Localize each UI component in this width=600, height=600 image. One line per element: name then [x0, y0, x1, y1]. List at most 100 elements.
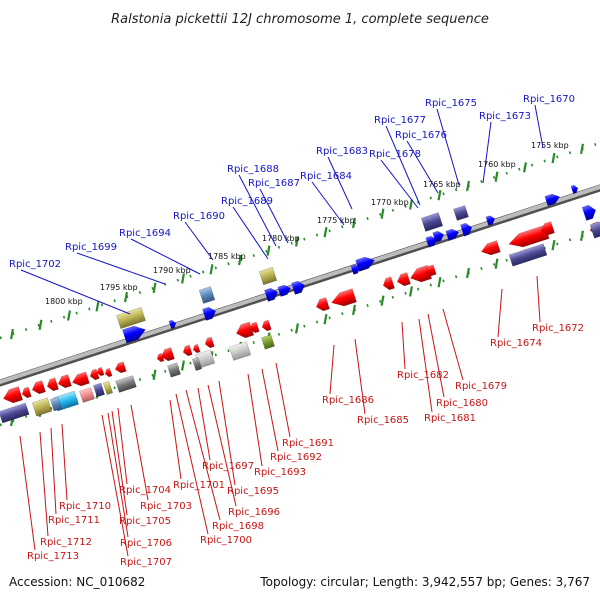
- gene-label-bottom: Rpic_1691: [282, 438, 334, 449]
- gene-arrow: [544, 193, 561, 207]
- gene-block-shape: [102, 381, 114, 395]
- scale-tick: [409, 199, 413, 210]
- leader-line: [111, 410, 128, 516]
- accession-label: Accession: NC_010682: [9, 575, 145, 589]
- gene-arrow-shape: [168, 319, 177, 330]
- gene-arrow-shape: [410, 264, 432, 283]
- leader-line: [50, 427, 57, 515]
- scale-label: 1775 kbp: [317, 216, 355, 225]
- gene-arrow: [160, 347, 175, 362]
- gene-arrow: [570, 184, 579, 195]
- gene-label-top: Rpic_1699: [65, 242, 117, 253]
- gene-arrow-shape: [46, 377, 59, 392]
- gene-arrow-shape: [96, 366, 105, 377]
- gene-arrow: [21, 386, 32, 399]
- gene-arrow-shape: [331, 288, 357, 307]
- gene-block: [102, 381, 114, 395]
- leader-line: [232, 206, 269, 260]
- leader-line: [238, 174, 277, 247]
- genome-summary: Topology: circular; Length: 3,942,557 bp…: [259, 575, 590, 589]
- gene-label-bottom: Rpic_1701: [173, 480, 225, 491]
- scale-tick: [323, 227, 328, 238]
- scale-tick: [494, 171, 499, 182]
- gene-arrow: [46, 377, 59, 392]
- gene-label-bottom: Rpic_1695: [227, 486, 279, 497]
- leader-line: [101, 414, 129, 557]
- leader-line: [76, 252, 166, 285]
- gene-block-shape: [191, 357, 203, 371]
- scale-tick: [238, 254, 242, 266]
- gene-arrow-shape: [540, 221, 555, 236]
- leader-line: [261, 368, 279, 452]
- scale-tick: [181, 360, 185, 371]
- gene-arrow-shape: [3, 386, 24, 404]
- gene-arrow-shape: [315, 297, 330, 312]
- gene-block: [198, 286, 216, 304]
- scale-label: 1785 kbp: [208, 252, 246, 261]
- gene-block-shape: [116, 307, 146, 329]
- gene-arrow-shape: [122, 325, 146, 344]
- scale-tick: [152, 369, 157, 380]
- scale-tick: [352, 304, 356, 316]
- leader-line: [207, 384, 237, 507]
- gene-arrow: [581, 204, 597, 221]
- gene-label-bottom: Rpic_1712: [40, 537, 92, 548]
- gene-block: [258, 266, 278, 286]
- gene-label-bottom: Rpic_1697: [202, 461, 254, 472]
- leader-line: [406, 140, 439, 194]
- gene-arrow-shape: [481, 240, 501, 256]
- gene-block-shape: [198, 286, 216, 304]
- scale-tick: [38, 319, 43, 331]
- leader-line: [482, 121, 492, 184]
- gene-label-bottom: Rpic_1698: [212, 521, 264, 532]
- gene-block: [93, 382, 105, 398]
- scale-tick: [551, 239, 556, 251]
- gene-label-bottom: Rpic_1672: [532, 323, 584, 334]
- gene-arrow-shape: [57, 374, 72, 389]
- gene-block: [167, 362, 181, 378]
- scale-tick: [209, 264, 214, 275]
- gene-label-top: Rpic_1690: [173, 211, 225, 222]
- gene-block-shape: [228, 341, 252, 361]
- scale-label: 1770 kbp: [371, 198, 409, 207]
- gene-arrow-shape: [445, 228, 460, 241]
- gene-block: [115, 375, 137, 393]
- gene-arrow-shape: [114, 361, 127, 374]
- gene-arrow-shape: [202, 306, 217, 321]
- leader-line: [197, 387, 211, 461]
- gene-label-top: Rpic_1688: [227, 164, 279, 175]
- gene-arrow: [264, 287, 279, 302]
- gene-label-top: Rpic_1689: [221, 196, 273, 207]
- gene-arrow: [540, 221, 555, 236]
- gene-arrow: [291, 280, 306, 295]
- gene-block: [508, 243, 548, 267]
- gene-label-bottom: Rpic_1703: [140, 501, 192, 512]
- gene-label-top: Rpic_1676: [395, 130, 447, 141]
- scale-tick: [266, 245, 271, 256]
- gene-arrow: [192, 343, 201, 354]
- gene-arrow-shape: [508, 224, 550, 248]
- scale-tick: [409, 286, 413, 297]
- scale-tick: [295, 236, 299, 247]
- leader-line: [275, 362, 291, 438]
- gene-arrow: [204, 336, 215, 349]
- leader-line: [311, 181, 345, 226]
- gene-block: [261, 334, 275, 350]
- gene-arrow: [396, 272, 411, 287]
- scale-tick: [551, 152, 556, 164]
- gene-arrow-shape: [425, 235, 438, 248]
- gene-arrow: [481, 240, 501, 256]
- gene-arrow-shape: [31, 380, 46, 395]
- leader-line: [536, 275, 541, 323]
- gene-arrow: [89, 368, 100, 381]
- gene-label-bottom: Rpic_1681: [424, 413, 476, 424]
- gene-arrow: [460, 222, 473, 237]
- gene-arrow: [104, 367, 113, 378]
- gene-arrow-shape: [570, 184, 579, 195]
- scale-tick: [152, 282, 157, 293]
- gene-label-top: Rpic_1694: [119, 228, 171, 239]
- scale-tick: [466, 180, 470, 192]
- gene-label-bottom: Rpic_1680: [436, 398, 488, 409]
- gene-arrow: [31, 380, 46, 395]
